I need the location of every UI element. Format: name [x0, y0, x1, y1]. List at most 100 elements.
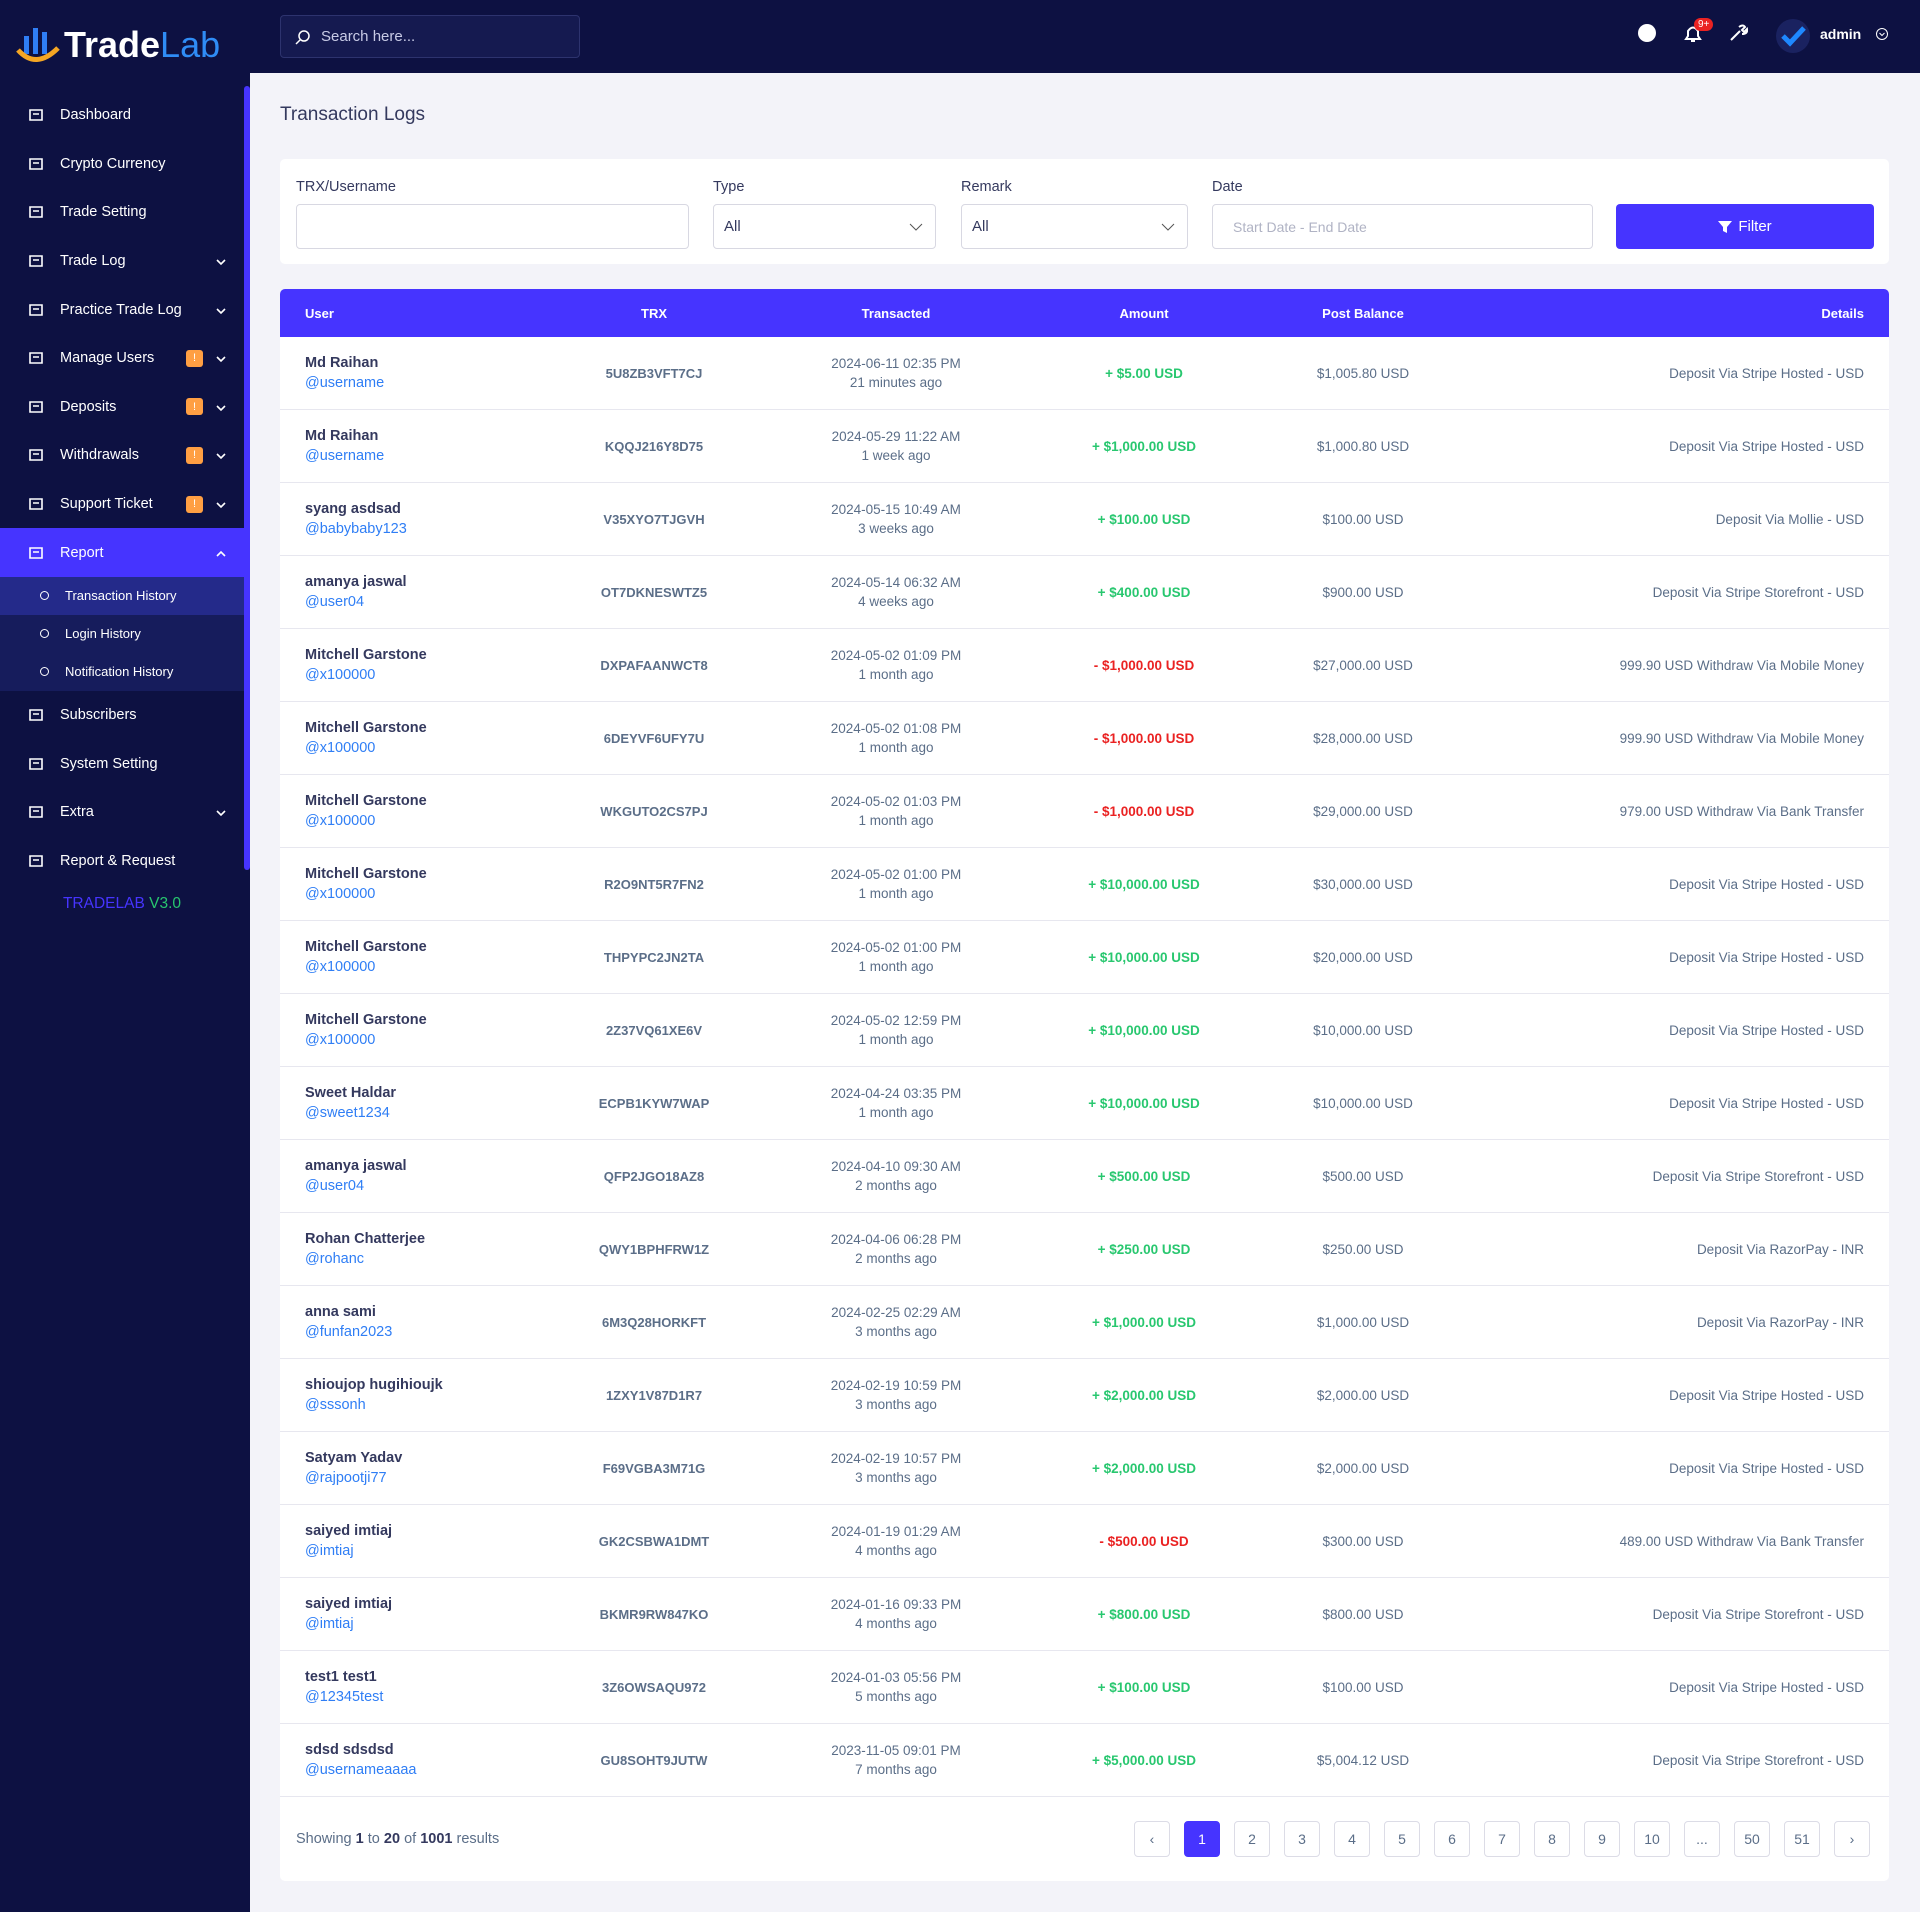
post-balance: $27,000.00 USD [1313, 657, 1413, 673]
user-link[interactable]: @usernameaaaa [305, 1762, 417, 1778]
menu-item[interactable]: Withdrawals! [0, 431, 244, 480]
page-button[interactable]: 4 [1334, 1821, 1370, 1857]
menu-item[interactable]: Subscribers [0, 691, 244, 740]
menu-item[interactable]: Manage Users! [0, 334, 244, 383]
menu-item[interactable]: Report [0, 528, 244, 577]
time-ago: 3 weeks ago [858, 521, 934, 536]
details: Deposit Via Stripe Hosted - USD [1669, 1095, 1864, 1111]
language-icon[interactable] [1637, 23, 1657, 43]
submenu-item[interactable]: Notification History [0, 653, 244, 691]
user-link[interactable]: @rohanc [305, 1251, 365, 1267]
page-button[interactable]: ... [1684, 1821, 1720, 1857]
menu-icon [29, 401, 43, 413]
submenu-item[interactable]: Login History [0, 615, 244, 653]
search-box[interactable]: Search here... [280, 15, 580, 58]
balance-cell: $100.00 USD [1249, 483, 1477, 555]
user-link[interactable]: @imtiaj [305, 1543, 354, 1559]
avatar[interactable] [1775, 18, 1811, 54]
user-cell: amanya jaswal @user04 [280, 556, 555, 628]
user-link[interactable]: @x100000 [305, 813, 376, 829]
page-button[interactable]: › [1834, 1821, 1870, 1857]
table-row: syang asdsad @babybaby123 V35XYO7TJGVH 2024… [280, 483, 1889, 556]
user-link[interactable]: @sssonh [305, 1397, 366, 1413]
balance-cell: $1,005.80 USD [1249, 337, 1477, 409]
type-select[interactable]: All [713, 204, 936, 249]
date-input[interactable]: Start Date - End Date [1212, 204, 1593, 249]
trx-cell: 3Z6OWSAQU972 [555, 1651, 753, 1723]
page-button[interactable]: 1 [1184, 1821, 1220, 1857]
amount-cell: + $100.00 USD [1039, 1651, 1249, 1723]
user-link[interactable]: @x100000 [305, 1032, 376, 1048]
page-button[interactable]: 51 [1784, 1821, 1820, 1857]
balance-cell: $500.00 USD [1249, 1140, 1477, 1212]
user-link[interactable]: @user04 [305, 594, 365, 610]
time-ago: 1 month ago [858, 886, 934, 901]
menu-item[interactable]: Practice Trade Log [0, 285, 244, 334]
summary-part: of [404, 1831, 417, 1847]
page-button[interactable]: 10 [1634, 1821, 1670, 1857]
submenu-item[interactable]: Transaction History [0, 576, 244, 615]
page-button[interactable]: 5 [1384, 1821, 1420, 1857]
menu-item[interactable]: Deposits! [0, 383, 244, 432]
trx-id: GK2CSBWA1DMT [598, 1533, 710, 1549]
menu-badge: ! [186, 349, 203, 367]
menu-item[interactable]: Trade Log [0, 237, 244, 286]
page-button[interactable]: 3 [1284, 1821, 1320, 1857]
user-link[interactable]: @sweet1234 [305, 1105, 390, 1121]
amount-cell: + $250.00 USD [1039, 1213, 1249, 1285]
user-link[interactable]: @imtiaj [305, 1616, 354, 1632]
transacted-cell: 2024-01-16 09:33 PM 4 months ago [753, 1578, 1039, 1650]
trx-id: OT7DKNESWTZ5 [600, 584, 708, 600]
menu-item[interactable]: Support Ticket! [0, 480, 244, 529]
page-button[interactable]: 9 [1584, 1821, 1620, 1857]
page-button[interactable]: ‹ [1134, 1821, 1170, 1857]
menu-label: Extra [60, 804, 94, 821]
user-link[interactable]: @x100000 [305, 667, 376, 683]
page-button[interactable]: 8 [1534, 1821, 1570, 1857]
menu-icon [29, 758, 43, 770]
menu-item[interactable]: Extra [0, 788, 244, 837]
notification-icon[interactable] [1683, 23, 1703, 45]
select-value: All [724, 218, 741, 235]
summary-part: 20 [383, 1831, 401, 1847]
user-link[interactable]: @rajpootji77 [305, 1470, 387, 1486]
user-name[interactable]: admin [1820, 26, 1862, 42]
menu-item[interactable]: Crypto Currency [0, 140, 244, 189]
logo-icon [16, 28, 60, 62]
menu-item[interactable]: Report & Request [0, 837, 244, 886]
details-cell: Deposit Via Stripe Hosted - USD [1477, 337, 1889, 409]
menu-item[interactable]: Trade Setting [0, 188, 244, 237]
remark-select[interactable]: All [961, 204, 1188, 249]
menu-icon [29, 546, 43, 559]
menu-item[interactable]: System Setting [0, 740, 244, 789]
trx-id: R2O9NT5R7FN2 [604, 876, 704, 892]
search-icon [295, 29, 310, 45]
user-link[interactable]: @x100000 [305, 959, 376, 975]
transacted-cell: 2024-05-14 06:32 AM 4 weeks ago [753, 556, 1039, 628]
user-link[interactable]: @x100000 [305, 886, 376, 902]
transacted-cell: 2024-05-02 01:00 PM 1 month ago [753, 921, 1039, 993]
page-button[interactable]: 6 [1434, 1821, 1470, 1857]
trx-id: 5U8ZB3VFT7CJ [605, 365, 703, 381]
amount-cell: + $5,000.00 USD [1039, 1724, 1249, 1796]
user-link[interactable]: @babybaby123 [305, 521, 407, 537]
user-menu-icon[interactable] [1875, 27, 1889, 41]
details: Deposit Via Stripe Hosted - USD [1669, 1387, 1864, 1403]
user-link[interactable]: @funfan2023 [305, 1324, 393, 1340]
settings-icon[interactable] [1728, 23, 1748, 43]
trx-input[interactable] [296, 204, 689, 249]
amount: - $1,000.00 USD [1093, 803, 1195, 819]
page-button[interactable]: 2 [1234, 1821, 1270, 1857]
user-link[interactable]: @12345test [305, 1689, 384, 1705]
page-button[interactable]: 50 [1734, 1821, 1770, 1857]
menu-label: Trade Setting [60, 204, 147, 221]
user-link[interactable]: @username [305, 375, 385, 391]
menu-item[interactable]: Dashboard [0, 91, 244, 140]
table-row: amanya jaswal @user04 QFP2JGO18AZ8 2024-04-… [280, 1140, 1889, 1213]
filter-button[interactable]: Filter [1616, 204, 1874, 249]
user-link[interactable]: @user04 [305, 1178, 365, 1194]
page-button[interactable]: 7 [1484, 1821, 1520, 1857]
user-link[interactable]: @username [305, 448, 385, 464]
chevron [216, 356, 226, 363]
user-link[interactable]: @x100000 [305, 740, 376, 756]
